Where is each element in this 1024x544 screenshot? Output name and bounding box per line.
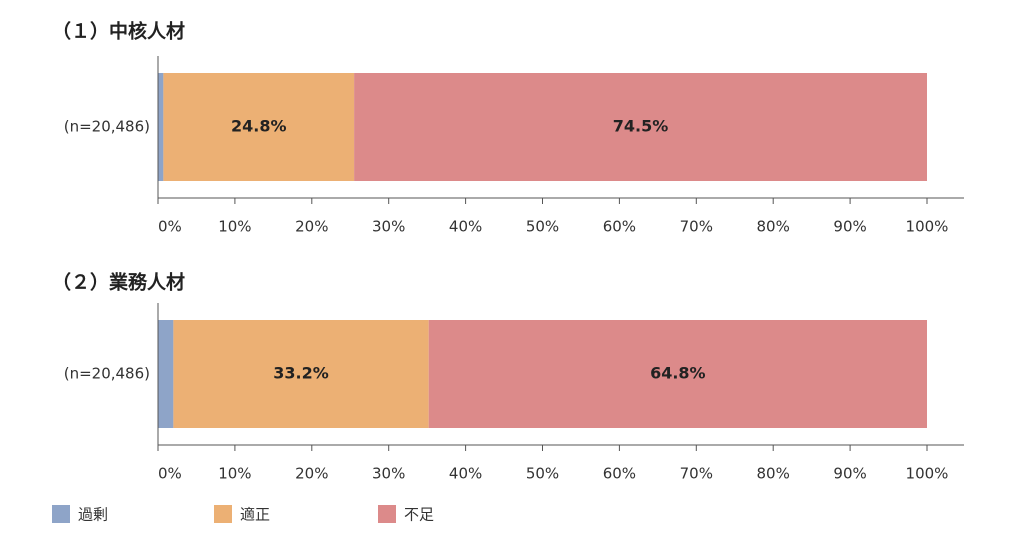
data-label: 74.5% (613, 117, 669, 136)
x-tick-label: 40% (449, 218, 482, 236)
data-label: 64.8% (650, 364, 706, 383)
legend-swatch-1 (52, 505, 70, 523)
data-label: 24.8% (231, 117, 287, 136)
x-tick-label: 60% (603, 465, 636, 483)
bar-segment-1 (158, 320, 174, 428)
x-tick-label: 80% (757, 465, 790, 483)
bar-segment-2 (163, 73, 355, 181)
x-tick-label: 20% (295, 218, 328, 236)
bar-segment-1 (158, 73, 164, 181)
bar-segment-3 (354, 73, 928, 181)
legend-swatch-2 (214, 505, 232, 523)
panel-title: （２）業務人材 (52, 271, 185, 294)
legend-label: 適正 (240, 506, 270, 524)
x-tick-label: 10% (218, 218, 251, 236)
x-tick-label: 90% (833, 218, 866, 236)
x-tick-label: 100% (906, 218, 949, 236)
x-tick-label: 70% (680, 218, 713, 236)
x-tick-label: 90% (833, 465, 866, 483)
bar-segment-3 (428, 320, 927, 428)
x-tick-label: 80% (757, 218, 790, 236)
x-tick-label: 50% (526, 218, 559, 236)
x-tick-label: 10% (218, 465, 251, 483)
x-tick-label: 50% (526, 465, 559, 483)
x-tick-label: 70% (680, 465, 713, 483)
x-tick-label: 40% (449, 465, 482, 483)
bar-segment-2 (173, 320, 429, 428)
x-tick-label: 20% (295, 465, 328, 483)
legend-swatch-3 (378, 505, 396, 523)
x-tick-label: 0% (158, 465, 182, 483)
x-tick-label: 0% (158, 218, 182, 236)
category-label: (n=20,486) (64, 365, 150, 383)
panel-title: （１）中核人材 (52, 20, 185, 43)
data-label: 33.2% (273, 364, 329, 383)
legend-label: 不足 (404, 506, 434, 524)
category-label: (n=20,486) (64, 118, 150, 136)
legend-label: 過剰 (78, 506, 108, 524)
x-tick-label: 60% (603, 218, 636, 236)
x-tick-label: 30% (372, 218, 405, 236)
x-tick-label: 30% (372, 465, 405, 483)
x-tick-label: 100% (906, 465, 949, 483)
